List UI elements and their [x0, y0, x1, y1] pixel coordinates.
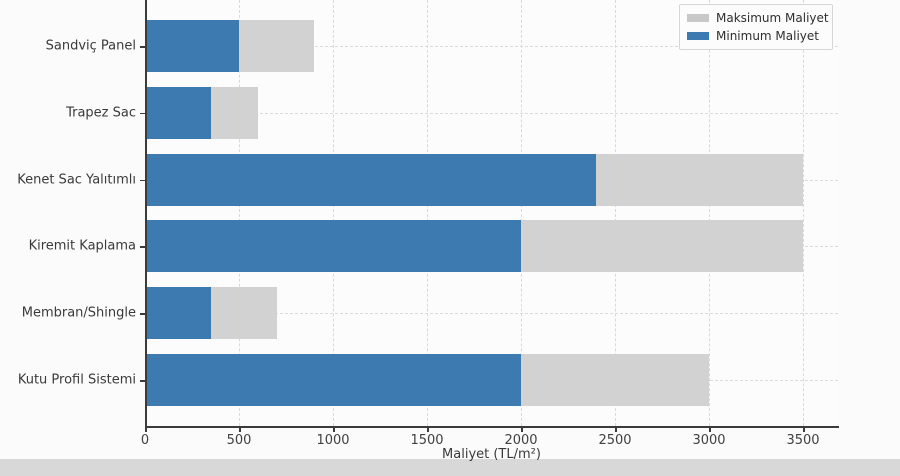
min-cost-bar [145, 20, 239, 72]
y-axis-spine [145, 0, 147, 427]
x-tick-label: 0 [140, 433, 150, 448]
legend-entry-minimum: Minimum Maliyet [687, 29, 824, 43]
y-category-label: Trapez Sac [66, 105, 136, 121]
plot-area [145, 0, 838, 426]
x-tick-label: 1000 [316, 433, 350, 448]
min-cost-bar [145, 220, 522, 273]
y-tick-mark [140, 380, 145, 382]
min-cost-bar [145, 153, 597, 206]
x-tick-label: 2000 [504, 433, 538, 448]
vertical-gridline [239, 0, 240, 426]
legend-label-minimum: Minimum Maliyet [716, 29, 819, 43]
vertical-gridline [615, 0, 617, 426]
horizontal-gridline [145, 46, 838, 47]
vertical-gridline [709, 0, 711, 426]
min-cost-swatch-icon [687, 32, 709, 40]
min-cost-bar [145, 287, 211, 340]
x-tick-label: 3000 [692, 433, 726, 448]
x-axis-spine [145, 426, 839, 428]
vertical-gridline [803, 0, 805, 426]
horizontal-gridline [145, 112, 838, 114]
vertical-gridline [333, 0, 334, 426]
vertical-gridline [427, 0, 428, 426]
y-category-label: Kenet Sac Yalıtımlı [17, 172, 136, 188]
x-tick-label: 2500 [598, 433, 632, 448]
min-cost-bar [145, 86, 211, 139]
min-cost-bar [145, 354, 522, 406]
horizontal-gridline [145, 313, 838, 315]
y-category-label: Kiremit Kaplama [28, 238, 136, 254]
legend-entry-maximum: Maksimum Maliyet [687, 11, 829, 25]
y-tick-mark [140, 246, 145, 248]
x-axis-title: Maliyet (TL/m²) [442, 447, 541, 462]
x-tick-mark [615, 428, 617, 432]
x-tick-mark [709, 428, 711, 432]
y-category-label: Sandviç Panel [45, 38, 136, 54]
x-tick-mark [333, 428, 335, 432]
y-category-label: Membran/Shingle [21, 305, 136, 321]
y-category-label: Kutu Profil Sistemi [17, 372, 136, 388]
x-tick-label: 500 [226, 433, 252, 448]
y-tick-mark [140, 313, 145, 315]
max-cost-swatch-icon [687, 14, 709, 22]
legend: Maksimum Maliyet Minimum Maliyet [679, 4, 833, 50]
x-tick-mark [427, 428, 429, 432]
vertical-gridline [521, 0, 523, 426]
x-tick-mark [803, 428, 805, 432]
legend-label-maximum: Maksimum Maliyet [716, 11, 829, 25]
y-tick-mark [140, 46, 145, 48]
x-tick-label: 1500 [410, 433, 444, 448]
x-tick-mark [521, 428, 523, 432]
x-tick-label: 3500 [786, 433, 820, 448]
x-tick-mark [145, 428, 147, 432]
bottom-band [0, 459, 900, 476]
y-tick-mark [140, 179, 145, 182]
x-tick-mark [239, 428, 241, 432]
y-tick-mark [140, 112, 145, 115]
